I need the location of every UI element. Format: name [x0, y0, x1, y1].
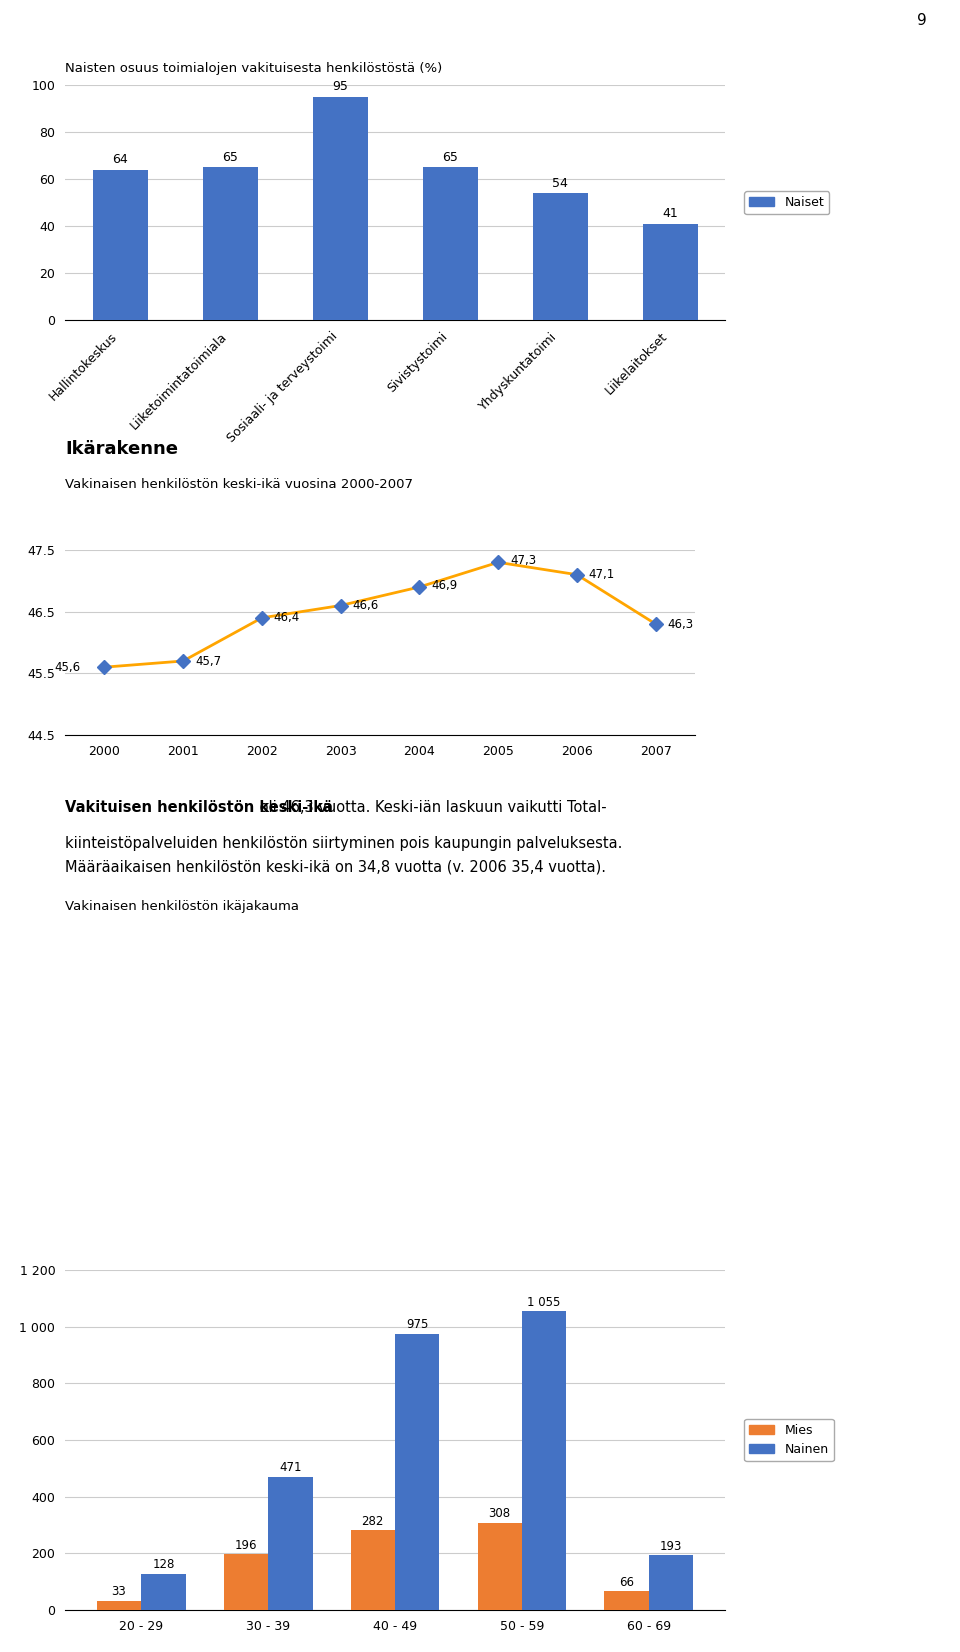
Bar [203, 167, 257, 320]
Legend: Mies, Nainen: Mies, Nainen [744, 1419, 833, 1460]
Text: Vakinaisen henkilöstön ikäjakauma: Vakinaisen henkilöstön ikäjakauma [65, 900, 299, 914]
Bar [97, 1601, 141, 1611]
Text: 33: 33 [111, 1586, 127, 1599]
Text: 46,3: 46,3 [667, 618, 693, 631]
Bar [224, 1555, 268, 1611]
Text: 64: 64 [112, 154, 128, 167]
Text: Määräaikaisen henkilöstön keski-ikä on 34,8 vuotta (v. 2006 35,4 vuotta).: Määräaikaisen henkilöstön keski-ikä on 3… [65, 861, 606, 876]
Text: 41: 41 [662, 206, 678, 220]
Text: kiinteistöpalveluiden henkilöstön siirtyminen pois kaupungin palveluksesta.: kiinteistöpalveluiden henkilöstön siirty… [65, 836, 622, 851]
Text: 46,6: 46,6 [352, 600, 378, 611]
Text: 46,4: 46,4 [274, 611, 300, 624]
Bar [649, 1555, 693, 1611]
Text: 193: 193 [660, 1540, 683, 1553]
Bar [605, 1591, 649, 1611]
Text: 471: 471 [279, 1462, 301, 1474]
Bar [268, 1477, 313, 1611]
Text: 47,1: 47,1 [588, 568, 615, 582]
Bar [350, 1530, 395, 1611]
Text: 47,3: 47,3 [510, 553, 536, 567]
Text: Vakituisen henkilöstön keski-ikä: Vakituisen henkilöstön keski-ikä [65, 800, 333, 814]
Text: 66: 66 [619, 1576, 635, 1589]
Bar [313, 97, 368, 320]
Text: 65: 65 [222, 150, 238, 164]
Text: 196: 196 [234, 1540, 257, 1553]
Text: 128: 128 [153, 1558, 175, 1571]
Bar [477, 1523, 522, 1611]
Bar [422, 167, 477, 320]
Bar [92, 170, 148, 320]
Text: 282: 282 [362, 1515, 384, 1528]
Text: 65: 65 [442, 150, 458, 164]
Text: 45,6: 45,6 [55, 661, 81, 674]
Bar [395, 1333, 440, 1611]
Text: 9: 9 [917, 13, 926, 28]
Bar [522, 1312, 566, 1611]
Text: 46,9: 46,9 [431, 578, 457, 591]
Legend: Naiset: Naiset [744, 192, 829, 215]
Bar [642, 223, 698, 320]
Text: 1 055: 1 055 [527, 1295, 561, 1308]
Bar [533, 193, 588, 320]
Text: Ikärakenne: Ikärakenne [65, 439, 178, 458]
Bar [141, 1574, 185, 1611]
Text: 975: 975 [406, 1318, 428, 1332]
Text: 308: 308 [489, 1508, 511, 1520]
Text: 45,7: 45,7 [195, 654, 221, 667]
Text: 95: 95 [332, 81, 348, 93]
Text: Naisten osuus toimialojen vakituisesta henkilöstöstä (%): Naisten osuus toimialojen vakituisesta h… [65, 63, 443, 74]
Text: 54: 54 [552, 177, 568, 190]
Text: oli 46,3 vuotta. Keski-iän laskuun vaikutti Total-: oli 46,3 vuotta. Keski-iän laskuun vaiku… [255, 800, 607, 814]
Text: Vakinaisen henkilöstön keski-ikä vuosina 2000-2007: Vakinaisen henkilöstön keski-ikä vuosina… [65, 477, 413, 491]
